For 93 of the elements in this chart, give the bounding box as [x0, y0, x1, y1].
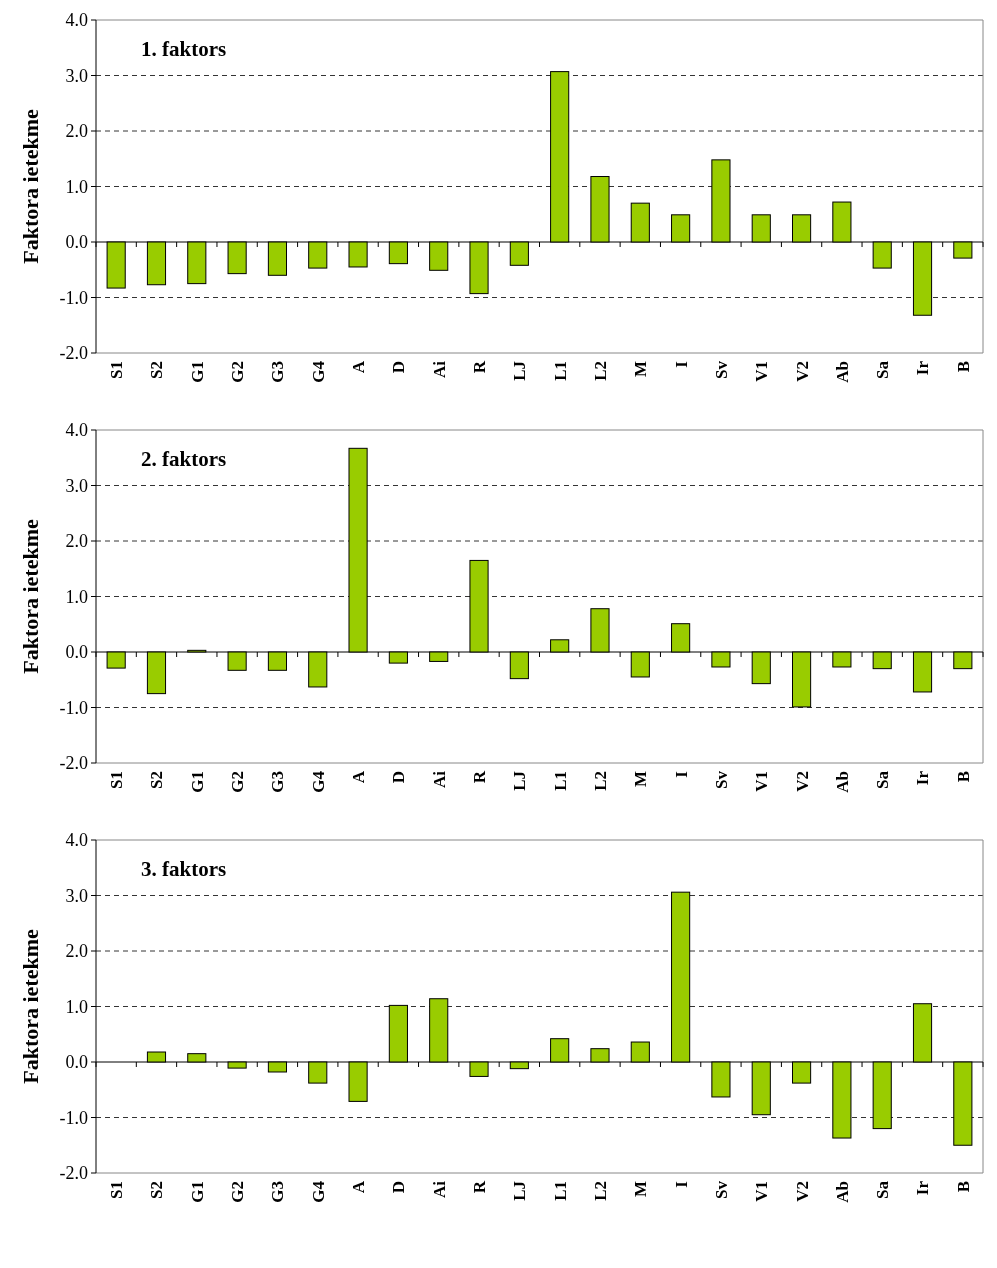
y-tick-label: 2.0 [65, 941, 88, 962]
x-tick-label: D [389, 1181, 409, 1194]
x-tick-label: G4 [308, 360, 328, 383]
y-tick-label: 1.0 [65, 176, 88, 197]
x-tick-label: A [349, 770, 369, 784]
x-tick-label: Ai [429, 1180, 449, 1198]
x-tick-label: Sv [711, 360, 731, 379]
x-tick-label: L1 [550, 771, 570, 791]
x-tick-label: S2 [147, 1181, 167, 1199]
x-tick-label: L2 [590, 361, 610, 381]
x-tick-label: Sa [873, 770, 893, 789]
x-tick-label: S2 [147, 361, 167, 379]
text: 1. faktors [141, 37, 227, 61]
x-tick-label: Ir [913, 1180, 933, 1196]
y-tick-label: 3.0 [65, 885, 88, 906]
x-tick-label: B [953, 361, 973, 373]
x-tick-label: Ir [913, 360, 933, 376]
x-tick-label: Sv [711, 1180, 731, 1199]
x-tick-label: B [953, 1181, 973, 1193]
y-tick-label: -2.0 [59, 753, 88, 774]
x-tick-label: G1 [187, 361, 207, 383]
x-tick-label: Ab [832, 361, 852, 383]
x-tick-label: Ir [913, 770, 933, 786]
text: 2. faktors [141, 447, 227, 471]
y-tick-label: 0.0 [65, 642, 88, 663]
x-tick-label: L1 [550, 361, 570, 381]
x-tick-label: G2 [228, 361, 248, 383]
x-tick-label: R [469, 1180, 489, 1194]
x-tick-label: Ai [429, 770, 449, 788]
x-tick-label: Ab [832, 771, 852, 793]
x-tick-label: V2 [792, 361, 812, 382]
y-tick-label: 2.0 [65, 121, 88, 142]
y-tick-label: 4.0 [65, 830, 88, 851]
x-tick-label: M [631, 771, 651, 788]
y-tick-label: 3.0 [65, 475, 88, 496]
x-tick-label: Ai [429, 360, 449, 378]
x-tick-label: Sa [873, 360, 893, 379]
y-tick-label: -1.0 [59, 287, 88, 308]
x-tick-label: S2 [147, 771, 167, 789]
x-tick-label: LJ [510, 1180, 530, 1201]
x-tick-label: Sa [873, 1180, 893, 1199]
x-tick-label: V1 [752, 361, 772, 382]
y-axis-title: Faktora ietekme [18, 928, 43, 1084]
y-tick-label: 1.0 [65, 996, 88, 1017]
y-tick-label: 4.0 [65, 420, 88, 441]
x-tick-label: G2 [228, 1181, 248, 1203]
x-tick-label: S1 [107, 361, 127, 379]
x-tick-label: G4 [308, 770, 328, 793]
x-tick-label: G4 [308, 1180, 328, 1203]
x-tick-label: I [671, 770, 691, 778]
x-tick-label: R [469, 360, 489, 374]
y-axis-title: Faktora ietekme [18, 108, 43, 264]
text: 3. faktors [141, 857, 227, 881]
y-tick-label: 1.0 [65, 586, 88, 607]
x-tick-label: G1 [187, 771, 207, 793]
y-tick-label: -2.0 [59, 343, 88, 364]
x-tick-label: M [631, 1181, 651, 1198]
x-tick-label: G3 [268, 1181, 288, 1203]
y-axis-title: Faktora ietekme [18, 518, 43, 674]
x-tick-label: V2 [792, 1181, 812, 1202]
x-tick-label: Sv [711, 770, 731, 789]
y-tick-label: -1.0 [59, 697, 88, 718]
x-tick-label: L2 [590, 1181, 610, 1201]
x-tick-label: I [671, 1180, 691, 1188]
x-tick-label: M [631, 361, 651, 378]
y-tick-label: 0.0 [65, 232, 88, 253]
x-tick-label: V1 [752, 1181, 772, 1202]
x-tick-label: R [469, 770, 489, 784]
x-tick-label: A [349, 1180, 369, 1194]
x-tick-label: L2 [590, 771, 610, 791]
y-tick-label: -1.0 [59, 1107, 88, 1128]
x-tick-label: B [953, 771, 973, 783]
x-tick-label: V2 [792, 771, 812, 792]
x-tick-label: G3 [268, 771, 288, 793]
y-tick-label: 0.0 [65, 1052, 88, 1073]
x-tick-label: S1 [107, 1181, 127, 1199]
y-tick-label: -2.0 [59, 1163, 88, 1184]
x-tick-label: G1 [187, 1181, 207, 1203]
x-tick-label: G2 [228, 771, 248, 793]
x-tick-label: LJ [510, 360, 530, 381]
x-tick-label: S1 [107, 771, 127, 789]
y-tick-label: 4.0 [65, 10, 88, 31]
x-tick-label: L1 [550, 1181, 570, 1201]
x-tick-label: Ab [832, 1181, 852, 1203]
x-tick-label: D [389, 361, 409, 374]
x-tick-label: A [349, 360, 369, 374]
y-tick-label: 3.0 [65, 65, 88, 86]
x-tick-label: I [671, 360, 691, 368]
y-tick-label: 2.0 [65, 531, 88, 552]
x-tick-label: V1 [752, 771, 772, 792]
x-tick-label: D [389, 771, 409, 784]
x-tick-label: G3 [268, 361, 288, 383]
x-tick-label: LJ [510, 770, 530, 791]
